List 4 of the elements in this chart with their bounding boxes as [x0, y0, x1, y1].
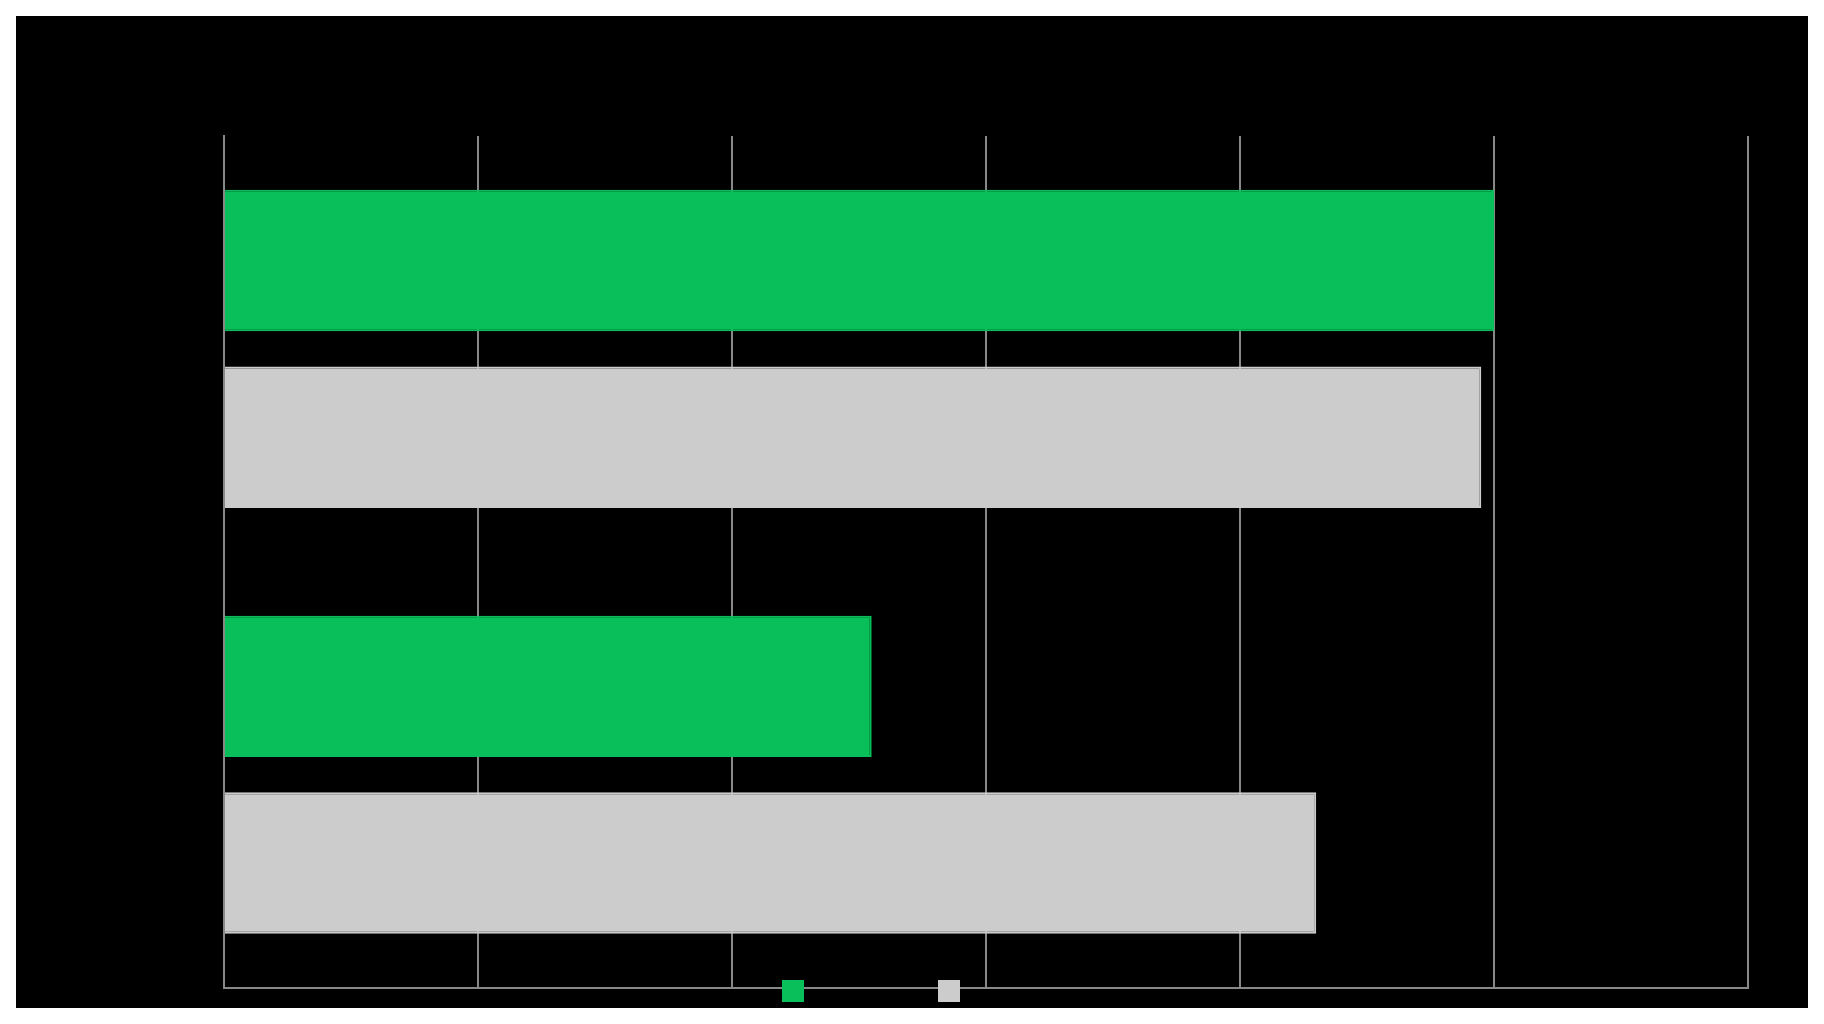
bar [225, 792, 1317, 934]
bar [225, 615, 872, 758]
bar [225, 189, 1494, 332]
bar [225, 366, 1482, 508]
